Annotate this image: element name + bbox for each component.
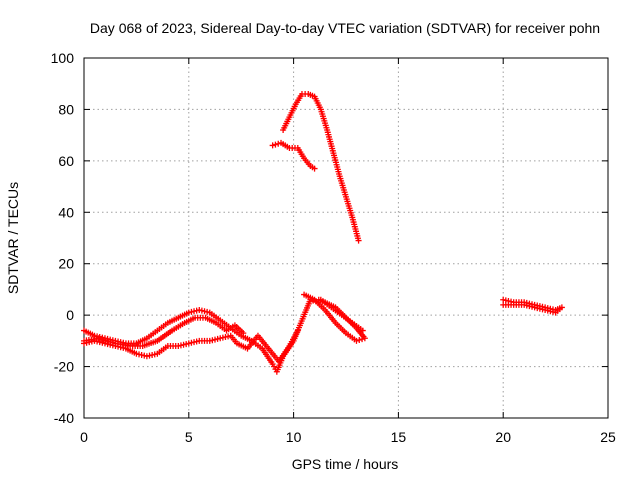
data-point: [356, 337, 363, 343]
y-tick-label: 80: [58, 101, 74, 117]
data-point: [311, 165, 318, 172]
series-arc-high-low: [269, 139, 318, 172]
data-point: [269, 142, 276, 149]
y-tick-label: 100: [51, 50, 75, 66]
data-point: [355, 237, 362, 244]
series-arc-mid-2: [317, 296, 366, 334]
y-tick-label: 40: [58, 204, 74, 220]
x-axis-label: GPS time / hours: [292, 456, 399, 472]
y-tick-label: -40: [54, 410, 74, 426]
data-point: [500, 301, 507, 308]
y-tick-label: 0: [66, 307, 74, 323]
data-point: [240, 330, 247, 337]
x-tick-label: 25: [600, 429, 616, 445]
x-tick-label: 5: [185, 429, 193, 445]
y-tick-label: 20: [58, 256, 74, 272]
data-point: [272, 141, 279, 148]
x-tick-label: 0: [80, 429, 88, 445]
data-point: [359, 327, 366, 334]
x-tick-label: 15: [391, 429, 407, 445]
y-axis-label: SDTVAR / TECUs: [5, 182, 21, 294]
axis-ticks: 0 5 10 15 20 25 -40 -20 0 20 40 60 80 100: [51, 50, 616, 445]
x-tick-label: 20: [495, 429, 511, 445]
series-arc-low-2: [81, 327, 301, 365]
series-arc-high-drop: [280, 91, 362, 244]
series-arc-low-3: [81, 314, 247, 349]
data-point: [294, 327, 301, 334]
y-tick-label: 60: [58, 153, 74, 169]
plot-frame: [83, 57, 609, 419]
data-points: [81, 91, 565, 375]
grid-lines: [84, 58, 608, 418]
chart-title: Day 068 of 2023, Sidereal Day-to-day VTE…: [90, 20, 600, 36]
x-tick-label: 10: [286, 429, 302, 445]
data-point: [353, 337, 360, 344]
y-tick-label: -20: [54, 359, 74, 375]
series-arc-low-1: [81, 296, 322, 375]
series-arc-late: [500, 296, 565, 316]
